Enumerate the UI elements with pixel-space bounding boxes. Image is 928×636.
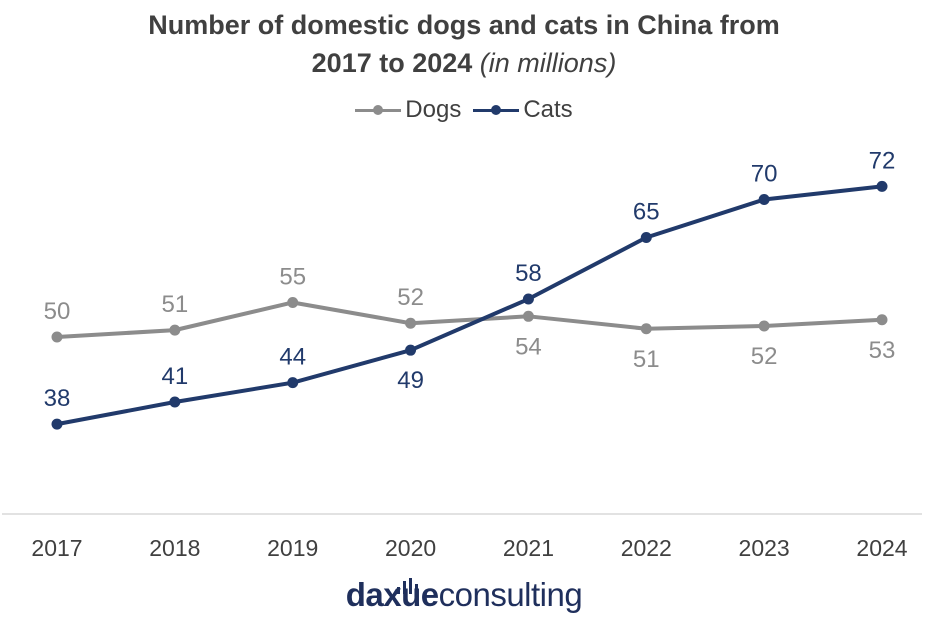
legend-swatch-dogs	[355, 100, 402, 120]
data-point-dogs-2022	[640, 323, 652, 335]
legend-label-cats: Cats	[523, 96, 573, 123]
data-label-cats-2017: 38	[44, 385, 71, 412]
series-line-cats	[55, 184, 884, 427]
legend-swatch-cats	[473, 100, 520, 120]
data-label-dogs-2021: 54	[515, 333, 542, 360]
data-label-cats-2019: 44	[279, 344, 306, 371]
bar-chart-logo-icon	[397, 578, 418, 594]
data-label-cats-2022: 65	[633, 199, 660, 226]
brand-logo-part1: daxue	[345, 576, 439, 613]
x-tick-label-2020: 2020	[385, 535, 436, 561]
data-label-cats-2018: 41	[162, 363, 189, 390]
data-point-cats-2022	[640, 232, 652, 244]
x-tick-label-2024: 2024	[856, 535, 907, 561]
data-label-cats-2023: 70	[751, 160, 778, 187]
data-label-dogs-2020: 52	[397, 284, 424, 311]
legend-label-dogs: Dogs	[405, 96, 462, 123]
data-label-cats-2021: 58	[515, 260, 542, 287]
brand-logo: daxueconsulting	[0, 575, 928, 615]
data-point-cats-2017	[51, 418, 63, 430]
data-label-dogs-2017: 50	[44, 298, 71, 325]
data-label-dogs-2023: 52	[751, 343, 778, 370]
data-point-dogs-2024	[876, 314, 888, 326]
chart-title-line2: 2017 to 2024 (in millions)	[0, 44, 928, 82]
data-label-dogs-2024: 53	[869, 337, 896, 364]
legend-item-dogs: Dogs	[355, 96, 461, 124]
data-point-cats-2019	[287, 377, 299, 389]
data-point-cats-2024	[876, 180, 888, 192]
data-label-cats-2020: 49	[397, 367, 424, 394]
brand-logo-part2: consulting	[438, 576, 583, 613]
chart-title-years: 2017 to 2024	[311, 48, 473, 78]
data-label-cats-2024: 72	[869, 147, 896, 174]
data-point-cats-2021	[522, 293, 534, 305]
x-tick-label-2021: 2021	[503, 535, 554, 561]
data-point-cats-2018	[169, 396, 181, 408]
x-tick-label-2023: 2023	[739, 535, 790, 561]
data-point-dogs-2020	[405, 317, 417, 329]
x-tick-label-2019: 2019	[267, 535, 318, 561]
data-point-dogs-2021	[522, 310, 534, 322]
legend-item-cats: Cats	[473, 96, 573, 124]
x-tick-label-2018: 2018	[149, 535, 200, 561]
data-label-dogs-2019: 55	[279, 263, 306, 290]
data-point-dogs-2023	[758, 320, 770, 332]
chart-title: Number of domestic dogs and cats in Chin…	[0, 6, 928, 82]
x-tick-label-2017: 2017	[31, 535, 82, 561]
chart-title-line1: Number of domestic dogs and cats in Chin…	[148, 10, 780, 40]
chart-subtitle: (in millions)	[479, 48, 617, 78]
data-label-dogs-2022: 51	[633, 346, 660, 373]
chart-legend: Dogs Cats	[0, 96, 928, 124]
series-line-dogs	[55, 300, 884, 340]
data-point-dogs-2017	[51, 331, 63, 343]
data-point-dogs-2019	[287, 296, 299, 308]
data-label-dogs-2018: 51	[162, 291, 189, 318]
x-tick-label-2022: 2022	[621, 535, 672, 561]
data-point-cats-2020	[405, 344, 417, 356]
data-point-dogs-2018	[169, 324, 181, 336]
data-point-cats-2023	[758, 193, 770, 205]
